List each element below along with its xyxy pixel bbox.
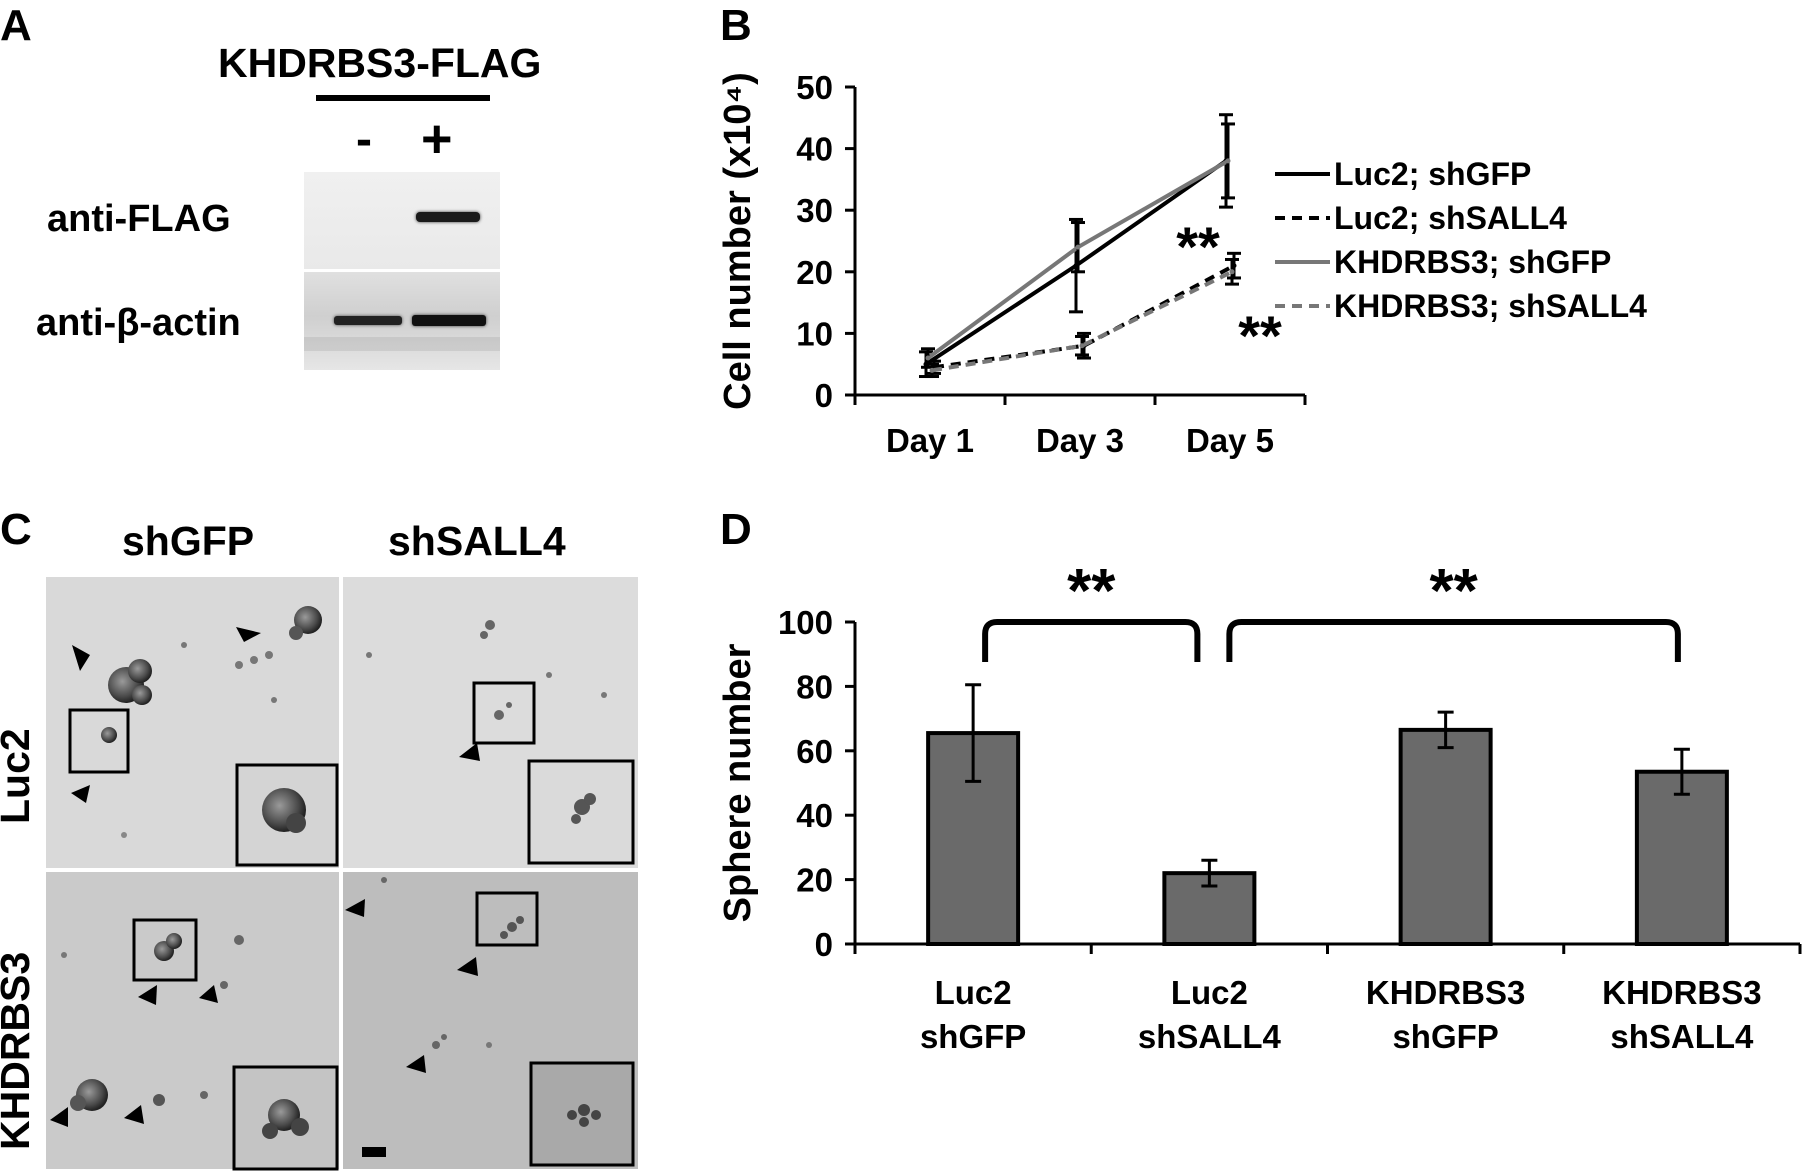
legend-entry: Luc2; shSALL4 xyxy=(1334,200,1567,236)
data-point xyxy=(929,367,935,373)
x-tick-label: Day 3 xyxy=(1036,422,1124,459)
series-line xyxy=(933,263,1235,370)
x-tick-label: shGFP xyxy=(1392,1018,1498,1055)
spheres-luc2-shsall4 xyxy=(366,620,635,865)
x-tick-label: Luc2 xyxy=(935,974,1012,1011)
data-point xyxy=(1229,269,1235,275)
lane-minus-label: - xyxy=(356,113,372,166)
significance-bracket xyxy=(1226,619,1681,662)
y-tick-label: 30 xyxy=(796,192,833,229)
blot-row-label-flag: anti-FLAG xyxy=(47,198,231,240)
y-axis-title: Cell number (x10⁴) xyxy=(717,72,759,410)
y-tick-label: 0 xyxy=(815,377,833,414)
panel-a-label: A xyxy=(0,1,32,50)
y-tick-label: 20 xyxy=(796,862,833,899)
y-tick-label: 10 xyxy=(796,315,833,352)
micrograph-grid xyxy=(44,575,640,1171)
panel-b-label: B xyxy=(720,1,752,50)
bar xyxy=(1398,727,1493,946)
data-point xyxy=(1225,158,1231,164)
data-point xyxy=(925,355,931,361)
y-tick-label: 50 xyxy=(796,69,833,106)
actin-band-minus xyxy=(334,316,402,325)
x-tick-label: shGFP xyxy=(920,1018,1026,1055)
y-tick-label: 40 xyxy=(796,797,833,834)
x-tick-label: KHDRBS3 xyxy=(1366,974,1526,1011)
flag-band xyxy=(416,212,480,222)
spheres-khdrbs3-shsall4 xyxy=(345,877,635,1167)
lane-plus-label: + xyxy=(421,109,453,169)
western-blot-actin xyxy=(304,272,500,370)
significance-bracket xyxy=(982,619,1201,662)
row-label-luc2: Luc2 xyxy=(0,728,38,824)
scale-bar xyxy=(362,1147,386,1157)
x-tick-label: KHDRBS3 xyxy=(1602,974,1762,1011)
legend-entry: KHDRBS3; shGFP xyxy=(1334,244,1611,280)
panel-c-label: C xyxy=(0,505,32,554)
y-tick-label: 100 xyxy=(778,604,833,641)
legend-entry: Luc2; shGFP xyxy=(1334,156,1531,192)
y-tick-label: 20 xyxy=(796,254,833,291)
row-label-khdrbs3: KHDRBS3 xyxy=(0,951,38,1150)
construct-label: KHDRBS3-FLAG xyxy=(218,40,542,86)
panel-d-label: D xyxy=(720,505,752,554)
y-tick-label: 40 xyxy=(796,131,833,168)
series-line xyxy=(931,270,1233,373)
y-tick-label: 80 xyxy=(796,668,833,705)
blot-row-label-actin: anti-β-actin xyxy=(36,302,241,344)
significance-marker: ** xyxy=(1176,215,1220,278)
significance-marker: ** xyxy=(1238,304,1282,367)
western-blot-flag xyxy=(304,172,500,269)
bar-chart-sphere-number: 0 20 40 60 80 100 Luc2 shGFP Luc2 shSALL4 KHDRBS3 s… xyxy=(717,560,1802,1055)
col-label-shgfp: shGFP xyxy=(122,518,255,564)
y-axis-title: Sphere number xyxy=(717,643,759,922)
bar xyxy=(1634,769,1729,946)
line-chart-cell-number: 0 10 20 30 40 50 Day 1 Day 3 Day 5 Cell number (x… xyxy=(717,69,1647,459)
y-tick-label: 0 xyxy=(815,926,833,963)
spheres-luc2-shgfp xyxy=(68,606,339,867)
x-tick-label: shSALL4 xyxy=(1610,1018,1754,1055)
col-label-shsall4: shSALL4 xyxy=(388,518,566,564)
blot-smear xyxy=(304,337,500,351)
y-tick-label: 60 xyxy=(796,733,833,770)
significance-marker: ** xyxy=(1429,560,1478,626)
x-tick-label: Day 5 xyxy=(1186,422,1274,459)
data-point xyxy=(1079,343,1085,349)
legend-entry: KHDRBS3; shSALL4 xyxy=(1334,288,1647,324)
x-tick-label: shSALL4 xyxy=(1138,1018,1282,1055)
x-tick-label: Luc2 xyxy=(1171,974,1248,1011)
actin-band-plus xyxy=(412,315,486,326)
construct-underline xyxy=(316,95,490,101)
x-tick-label: Day 1 xyxy=(886,422,974,459)
significance-marker: ** xyxy=(1067,560,1116,626)
data-point xyxy=(1075,244,1081,250)
spheres-khdrbs3-shgfp xyxy=(50,918,339,1171)
